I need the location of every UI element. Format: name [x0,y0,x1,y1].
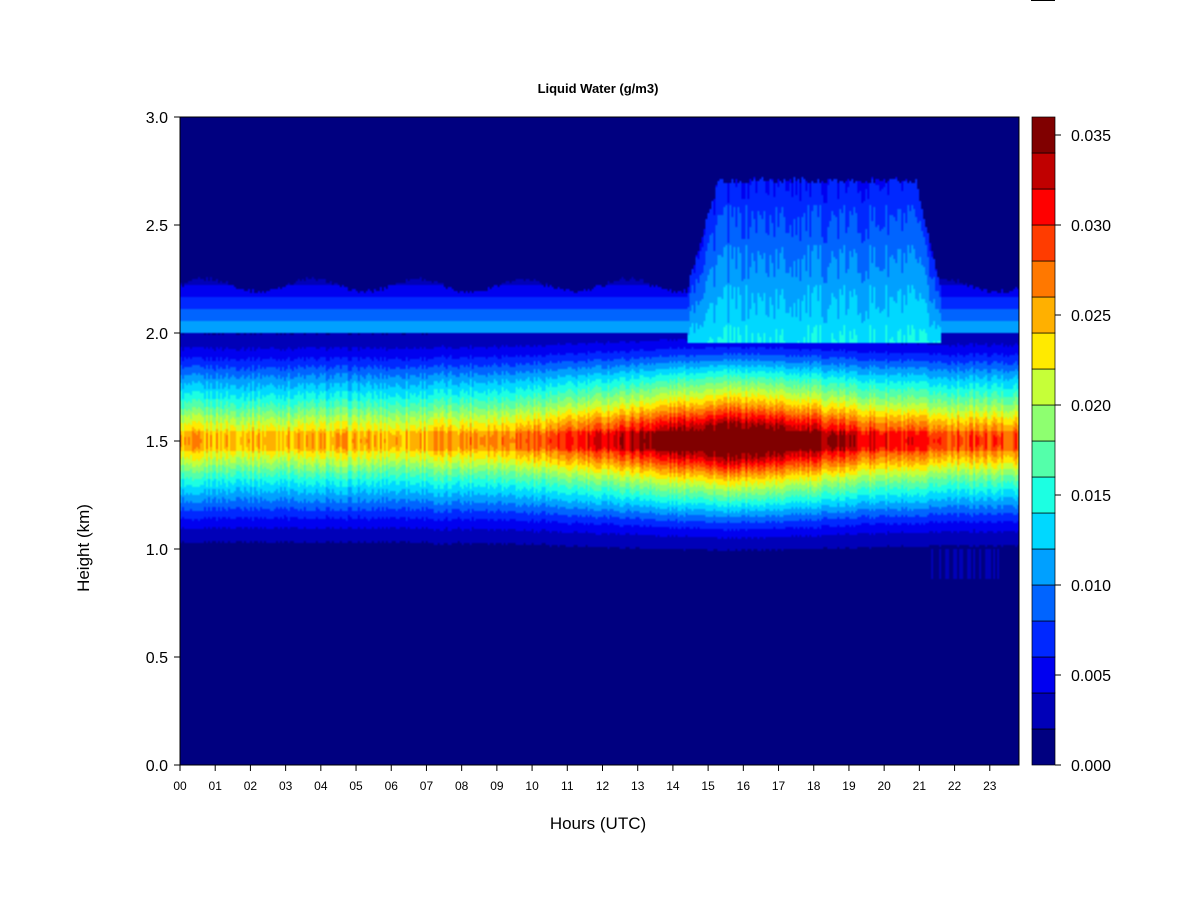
colorbar-swatch [1031,728,1056,766]
x-tick-label: 21 [913,779,927,793]
x-tick-label: 22 [948,779,962,793]
x-tick-label: 18 [807,779,821,793]
colorbar-swatch [1031,188,1056,226]
y-axis: 0.0 0.5 1.0 1.5 2.0 2.5 3.0 [146,110,180,775]
y-tick-label: 2.5 [146,218,168,235]
colorbar-tick-label: 0.005 [1071,668,1111,685]
colorbar-swatch [1031,620,1056,658]
chart-title: Liquid Water (g/m3) [538,81,659,96]
x-tick-label: 04 [314,779,328,793]
y-tick-label: 1.0 [146,542,168,559]
x-axis-label: Hours (UTC) [550,814,646,833]
x-tick-label: 20 [877,779,891,793]
colorbar-swatch [1031,656,1056,694]
x-axis: 00 01 02 03 04 05 06 07 08 09 10 11 12 13 14 15 16 17 18 19… [173,765,997,793]
colorbar-swatch [1031,368,1056,406]
colorbar-swatch [1031,116,1056,154]
y-tick-label: 0.0 [146,758,168,775]
colorbar-swatch [1031,260,1056,298]
x-tick-label: 03 [279,779,293,793]
colorbar-swatch [1031,440,1056,478]
x-tick-label: 16 [737,779,751,793]
x-tick-label: 13 [631,779,645,793]
colorbar-swatch [1031,332,1056,370]
colorbar-swatch [1031,152,1056,190]
colorbar-swatch [1031,404,1056,442]
y-axis-label: Height (km) [74,504,93,592]
y-tick-label: 0.5 [146,650,168,667]
x-tick-label: 06 [385,779,399,793]
x-tick-label: 17 [772,779,786,793]
x-tick-label: 19 [842,779,856,793]
corner-mark [1031,0,1055,1]
colorbar-tick-label: 0.030 [1071,218,1111,235]
y-tick-label: 2.0 [146,326,168,343]
x-tick-label: 23 [983,779,997,793]
colorbar-tick-label: 0.035 [1071,128,1111,145]
x-tick-label: 07 [420,779,434,793]
colorbar-swatch [1031,584,1056,622]
x-tick-label: 05 [349,779,363,793]
x-tick-label: 11 [561,779,574,793]
colorbar-tick-label: 0.015 [1071,488,1111,505]
colorbar-swatch [1031,224,1056,262]
colorbar-tick-label: 0.020 [1071,398,1111,415]
plot-area [179,116,1020,766]
x-tick-label: 14 [666,779,680,793]
colorbar-swatch [1031,512,1056,550]
heatmap-field [180,117,1019,765]
colorbar-swatch [1031,476,1056,514]
colorbar-tick-label: 0.025 [1071,308,1111,325]
y-tick-label: 1.5 [146,434,168,451]
x-tick-label: 12 [596,779,610,793]
colorbar-tick-label: 0.000 [1071,758,1111,775]
x-tick-label: 15 [701,779,715,793]
x-tick-label: 02 [244,779,258,793]
y-tick-label: 3.0 [146,110,168,127]
x-tick-label: 01 [209,779,223,793]
colorbar-tick-label: 0.010 [1071,578,1111,595]
x-tick-label: 00 [173,779,187,793]
colorbar-swatch [1031,692,1056,730]
x-tick-label: 10 [525,779,539,793]
x-tick-label: 09 [490,779,504,793]
colorbar-swatch [1031,296,1056,334]
colorbar-swatch [1031,548,1056,586]
colorbar: 0.000 0.005 0.010 0.015 0.020 0.025 0.030 0.035 [1031,116,1111,775]
x-tick-label: 08 [455,779,469,793]
